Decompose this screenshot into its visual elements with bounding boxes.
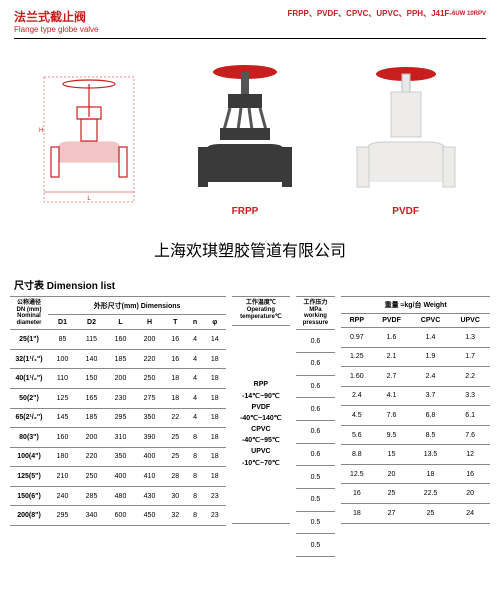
image-row: L H FRPP PVDF xyxy=(0,45,500,225)
col-temp: 工作温度℃ Operating temperature℃ xyxy=(232,297,290,326)
table-row: 0.971.61.41.3 xyxy=(341,328,490,348)
col-D2: D2 xyxy=(77,315,106,330)
table-row: 162522.520 xyxy=(341,484,490,504)
title-zh: 法兰式截止阀 xyxy=(14,8,99,25)
tables-container: 公称通径 DN (mm) Nominal diameter 外形尺寸(mm) D… xyxy=(0,296,500,524)
table-row: 0.6 xyxy=(296,330,336,353)
pvdf-valve-icon xyxy=(341,52,471,202)
col-n: n xyxy=(187,315,204,330)
svg-text:L: L xyxy=(88,196,92,202)
pressure-table: 工作压力 MPa working pressure 0.60.60.60.60.… xyxy=(296,296,336,557)
table-row: 0.6 xyxy=(296,353,336,376)
table-row: 0.5 xyxy=(296,511,336,534)
table-row: 1.252.11.91.7 xyxy=(341,347,490,367)
table-row: 25(1")8511516020016414 xyxy=(10,330,226,350)
table-row: 2.44.13.73.3 xyxy=(341,386,490,406)
temp-body: RPP -14℃~90℃ PVDF -40℃~140℃ CPVC -40℃~95… xyxy=(232,325,290,523)
dimension-title: 尺寸表 Dimension list xyxy=(0,277,500,296)
col-dn: 公称通径 DN (mm) Nominal diameter xyxy=(10,297,48,330)
product-photo-pvdf: PVDF xyxy=(341,52,471,217)
table-row: 32(1¹/₄")10014018522016418 xyxy=(10,349,226,369)
header-divider xyxy=(14,38,486,39)
frpp-valve-icon xyxy=(180,52,310,202)
frpp-label: FRPP xyxy=(180,206,310,217)
col-H: H xyxy=(135,315,164,330)
table-row: 0.6 xyxy=(296,398,336,421)
product-photo-frpp: FRPP xyxy=(180,52,310,217)
table-row: 200(8")29534060045032823 xyxy=(10,506,226,526)
table-row: 50(2")12516523027518418 xyxy=(10,389,226,409)
col-dims-group: 外形尺寸(mm) Dimensions xyxy=(48,297,226,315)
title-block: 法兰式截止阀 Flange type globe valve xyxy=(14,8,99,34)
col-RPP: RPP xyxy=(341,314,372,328)
table-row: 150(6")24028548043030823 xyxy=(10,486,226,506)
table-row: 125(5")21025040041028818 xyxy=(10,467,226,487)
table-row: 5.69.58.57.6 xyxy=(341,425,490,445)
col-CPVC: CPVC xyxy=(411,314,451,328)
weight-subheader: RPPPVDFCPVCUPVC xyxy=(341,314,490,328)
table-row: 65(2¹/₂")14518529535022418 xyxy=(10,408,226,428)
table-row: 1.602.72.42.2 xyxy=(341,367,490,387)
table-row: 12.5201816 xyxy=(341,464,490,484)
table-row: 0.6 xyxy=(296,375,336,398)
table-row: 18272524 xyxy=(341,503,490,523)
table-row: 0.5 xyxy=(296,466,336,489)
technical-diagram: L H xyxy=(29,62,149,217)
col-UPVC: UPVC xyxy=(450,314,490,328)
table-row: 0.5 xyxy=(296,534,336,557)
col-D1: D1 xyxy=(48,315,77,330)
table-row: 0.6 xyxy=(296,421,336,444)
col-PVDF: PVDF xyxy=(372,314,410,328)
valve-diagram-icon: L H xyxy=(29,62,149,212)
table-row: 0.5 xyxy=(296,488,336,511)
dimensions-table: 公称通径 DN (mm) Nominal diameter 外形尺寸(mm) D… xyxy=(10,296,226,526)
table-row: 0.6 xyxy=(296,443,336,466)
col-T: T xyxy=(164,315,187,330)
svg-text:H: H xyxy=(39,128,43,134)
company-name: 上海欢琪塑胶管道有限公司 xyxy=(0,237,500,261)
weight-table: 重量 ≈kg/台 Weight RPPPVDFCPVCUPVC 0.971.61… xyxy=(341,296,490,524)
table-row: 4.57.66.86.1 xyxy=(341,406,490,426)
col-L: L xyxy=(106,315,135,330)
table-row: 40(1¹/₂")11015020025018418 xyxy=(10,369,226,389)
pvdf-label: PVDF xyxy=(341,206,471,217)
table-row: 8.81513.512 xyxy=(341,445,490,465)
temperature-table: 工作温度℃ Operating temperature℃ RPP -14℃~90… xyxy=(232,296,290,524)
col-φ: φ xyxy=(203,315,226,330)
page-header: 法兰式截止阀 Flange type globe valve FRPP、PVDF… xyxy=(0,0,500,38)
title-en: Flange type globe valve xyxy=(14,25,99,34)
materials-text: FRPP、PVDF、CPVC、UPVC、PPH、J41F-6UW 10RPV xyxy=(288,8,487,19)
col-pressure: 工作压力 MPa working pressure xyxy=(296,297,336,330)
col-weight-group: 重量 ≈kg/台 Weight xyxy=(341,297,490,314)
table-row: 80(3")16020031039025818 xyxy=(10,428,226,448)
table-row: 100(4")18022035040025818 xyxy=(10,447,226,467)
